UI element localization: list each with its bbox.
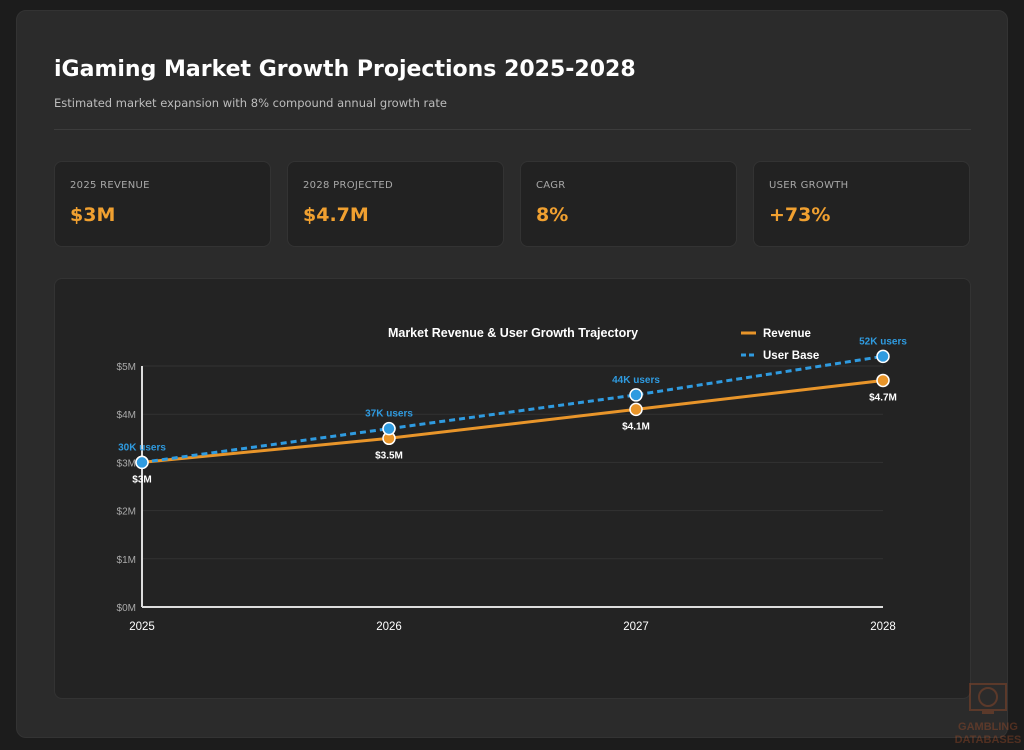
gambling-databases-logo: GAMBLING DATABASES	[955, 683, 1022, 746]
chart-panel: Market Revenue & User Growth Trajectory …	[54, 278, 971, 699]
stat-card-2028-projected: 2028 PROJECTED $4.7M	[287, 161, 504, 247]
stat-label: CAGR	[536, 180, 566, 191]
stat-card-cagr: CAGR 8%	[520, 161, 737, 247]
data-label-user-base: 52K users	[859, 336, 907, 347]
data-label-revenue: $4.7M	[869, 392, 897, 403]
stat-value: $3M	[70, 204, 116, 226]
chart-title: Market Revenue & User Growth Trajectory	[388, 326, 638, 340]
series-line-user-base	[141, 354, 884, 464]
y-tick-label: $3M	[117, 458, 136, 469]
x-tick-label: 2026	[376, 621, 402, 633]
dashboard-card: iGaming Market Growth Projections 2025-2…	[16, 10, 1008, 738]
data-label-user-base: 37K users	[365, 409, 413, 420]
x-tick-label: 2027	[623, 621, 649, 633]
x-tick-label: 2025	[129, 621, 155, 633]
data-label-user-base: 30K users	[118, 442, 166, 453]
legend: Revenue User Base	[741, 328, 819, 362]
y-tick-label: $0M	[117, 603, 136, 614]
y-tick-label: $5M	[117, 362, 136, 373]
data-point	[629, 388, 643, 402]
svg-text:GAMBLING: GAMBLING	[958, 721, 1018, 733]
series-line-revenue	[141, 378, 884, 464]
stat-label: 2025 REVENUE	[70, 180, 150, 191]
svg-text:DATABASES: DATABASES	[955, 734, 1022, 746]
data-point	[629, 402, 643, 417]
x-tick-label: 2028	[870, 621, 896, 633]
y-tick-label: $2M	[117, 507, 136, 518]
data-label-revenue: $4.1M	[622, 421, 650, 432]
y-tick-label: $4M	[117, 410, 136, 421]
data-point	[876, 373, 890, 388]
stat-label: USER GROWTH	[769, 180, 849, 191]
data-label-revenue: $3M	[132, 474, 151, 485]
data-point	[382, 421, 396, 436]
data-label-revenue: $3.5M	[375, 450, 403, 461]
legend-label-revenue[interactable]: Revenue	[763, 328, 811, 340]
stat-card-user-growth: USER GROWTH +73%	[753, 161, 970, 247]
stat-card-2025-revenue: 2025 REVENUE $3M	[54, 161, 271, 247]
data-point	[135, 455, 149, 470]
y-tick-label: $1M	[117, 555, 136, 566]
divider	[54, 129, 971, 130]
line-chart: Market Revenue & User Growth Trajectory …	[117, 326, 908, 633]
page-subtitle: Estimated market expansion with 8% compo…	[54, 96, 447, 110]
data-label-user-base: 44K users	[612, 375, 660, 386]
legend-label-user-base[interactable]: User Base	[763, 350, 819, 362]
stat-value: $4.7M	[303, 204, 369, 226]
stat-value: 8%	[536, 204, 569, 226]
stat-label: 2028 PROJECTED	[303, 180, 394, 191]
page-title: iGaming Market Growth Projections 2025-2…	[54, 57, 636, 82]
stat-value: +73%	[769, 204, 831, 226]
data-point	[876, 349, 890, 364]
